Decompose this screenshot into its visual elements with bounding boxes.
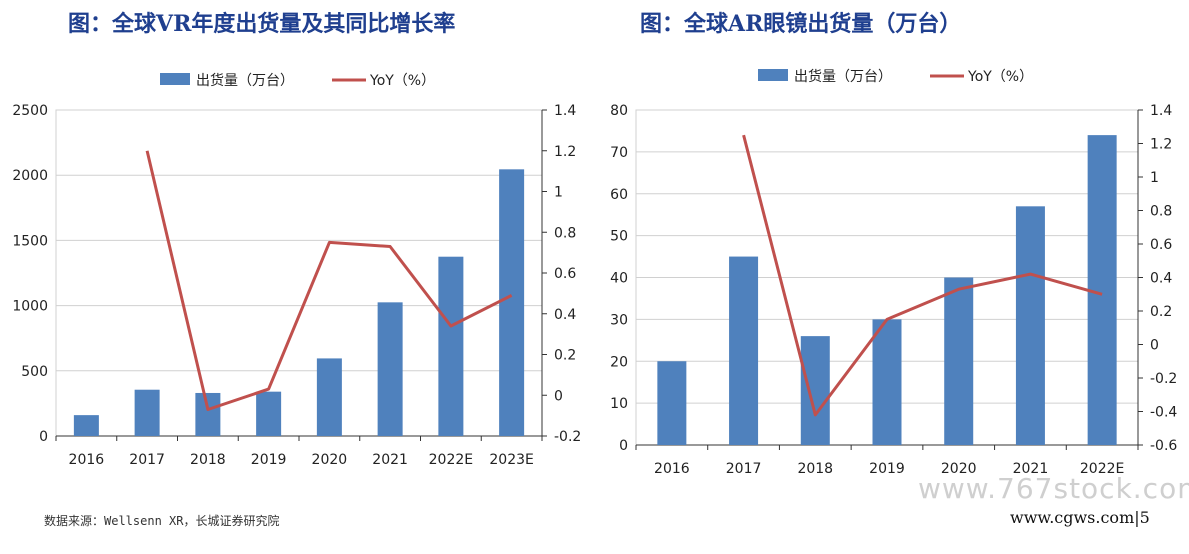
legend-bar-swatch	[758, 69, 788, 81]
ar-chart-title: 图：全球AR眼镜出货量（万台）	[640, 11, 962, 37]
y-right-tick-label: 1.4	[554, 103, 576, 119]
y-right-tick-label: 0.2	[1150, 304, 1172, 320]
x-tick-label: 2016	[654, 461, 690, 477]
y-left-tick-label: 20	[610, 354, 628, 370]
bar-2017	[729, 256, 759, 445]
legend-bar-label: 出货量（万台）	[196, 72, 294, 89]
x-tick-label: 2020	[941, 461, 977, 477]
x-tick-label: 2019	[869, 461, 905, 477]
y-left-tick-label: 500	[21, 364, 48, 380]
bar-2021	[1015, 206, 1045, 445]
y-right-tick-label: 1.4	[1150, 103, 1172, 119]
x-tick-label: 2016	[69, 452, 105, 468]
watermark-text: www.767stock.com	[918, 472, 1189, 505]
y-right-tick-label: 0.4	[1150, 271, 1172, 287]
vr-chart-title: 图：全球VR年度出货量及其同比增长率	[68, 11, 456, 37]
bar-2019	[872, 319, 902, 445]
x-tick-label: 2019	[251, 452, 287, 468]
legend-line-label: YoY（%）	[967, 69, 1033, 85]
y-right-tick-label: 0.8	[1150, 204, 1172, 220]
y-right-tick-label: 1.2	[554, 144, 576, 160]
y-right-tick-label: 1	[1150, 170, 1159, 186]
legend-bar-swatch	[160, 73, 190, 85]
legend-line-label: YoY（%）	[369, 73, 435, 89]
x-tick-label: 2020	[312, 452, 348, 468]
ar-shipments-chart: 0 10 20 30 40 50 60 70 80 -0.6 -0.4 -0.2 0 0.2 0.4 0.6 0…	[610, 68, 1177, 477]
y-right-tick-label: 0.4	[554, 307, 576, 323]
y-left-tick-label: 80	[610, 103, 628, 119]
bar-2020	[944, 277, 974, 445]
legend-bar-label: 出货量（万台）	[794, 68, 892, 85]
y-left-tick-label: 2500	[12, 103, 48, 119]
y-right-tick-label: -0.2	[1150, 371, 1177, 387]
website-footer: www.cgws.com|5	[1010, 508, 1150, 527]
y-right-tick-label: 0.8	[554, 225, 576, 241]
y-right-tick-label: 0.2	[554, 348, 576, 364]
y-left-tick-label: 1000	[12, 299, 48, 315]
y-right-tick-label: 0	[1150, 338, 1159, 354]
x-tick-label: 2018	[797, 461, 833, 477]
y-left-tick-label: 1500	[12, 233, 48, 249]
bar-2018	[195, 392, 221, 436]
bar-2016	[73, 415, 99, 436]
x-tick-label: 2021	[1013, 461, 1049, 477]
y-right-tick-label: 0.6	[1150, 237, 1172, 253]
y-left-tick-label: 70	[610, 145, 628, 161]
bar-2018	[800, 336, 830, 445]
y-right-tick-label: 1.2	[1150, 137, 1172, 153]
yoy-line	[742, 134, 1103, 417]
bar-2021	[377, 302, 403, 436]
y-right-tick-label: 1	[554, 185, 563, 201]
yoy-line	[145, 150, 513, 411]
y-left-tick-label: 40	[610, 271, 628, 287]
bar-2019	[256, 391, 282, 436]
plot-frame	[55, 109, 543, 437]
y-right-tick-label: -0.4	[1150, 405, 1177, 421]
bar-2022E	[438, 256, 464, 436]
y-left-tick-label: 0	[39, 429, 48, 445]
bar-2017	[134, 389, 160, 436]
bar-2016	[657, 361, 687, 445]
x-tick-label: 2017	[726, 461, 762, 477]
x-tick-label: 2018	[190, 452, 226, 468]
y-right-tick-label: -0.6	[1150, 438, 1177, 454]
y-left-tick-label: 10	[610, 396, 628, 412]
y-left-tick-label: 30	[610, 312, 628, 328]
y-right-tick-label: 0	[554, 388, 563, 404]
y-right-tick-label: 0.6	[554, 266, 576, 282]
x-tick-label: 2017	[129, 452, 165, 468]
y-left-tick-label: 50	[610, 229, 628, 245]
bar-2023E	[499, 169, 525, 436]
x-tick-label: 2022E	[1080, 461, 1124, 477]
y-right-tick-label: -0.2	[554, 429, 581, 445]
y-left-tick-label: 2000	[12, 168, 48, 184]
x-tick-label: 2023E	[489, 452, 533, 468]
vr-shipments-chart: 0 500 1000 1500 2000 2500 -0.2 0 0.2 0.4 0.6 0.8 1 1.…	[12, 72, 581, 468]
x-tick-label: 2021	[372, 452, 408, 468]
x-tick-label: 2022E	[429, 452, 473, 468]
data-source-note: 数据来源：Wellsenn XR，长城证券研究院	[44, 514, 280, 528]
y-left-tick-label: 60	[610, 187, 628, 203]
y-left-tick-label: 0	[619, 438, 628, 454]
bar-2020	[316, 358, 342, 436]
